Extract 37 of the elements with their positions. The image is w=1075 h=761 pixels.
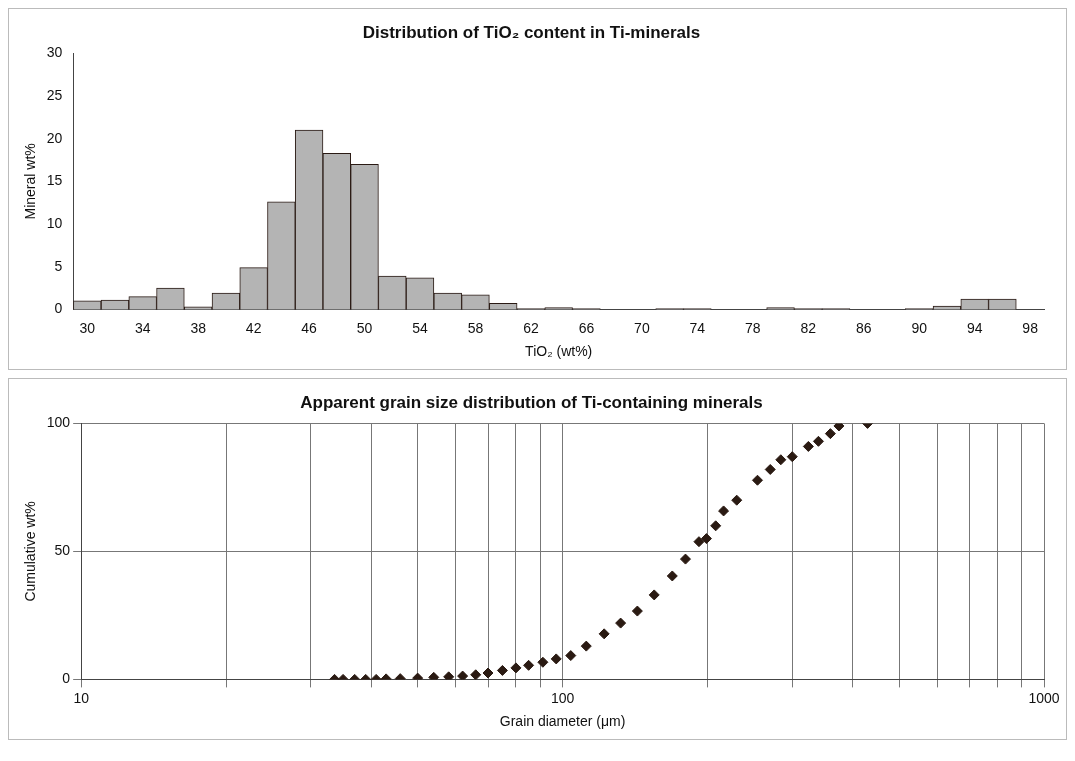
x-tick-label: 66: [578, 319, 595, 336]
y-tick-label: 25: [46, 86, 63, 103]
x-tick-label: 100: [550, 689, 575, 706]
x-tick-label: 54: [412, 319, 429, 336]
y-tick-label: 30: [46, 44, 63, 61]
x-tick-label: 62: [523, 319, 539, 336]
y-tick-label: 15: [46, 172, 63, 189]
x-tick-label: 34: [134, 319, 151, 336]
y-tick-label: 50: [54, 542, 71, 559]
y-tick-label: 0: [62, 670, 71, 687]
y-tick-label: 5: [54, 257, 63, 274]
x-tick-label: 86: [855, 319, 872, 336]
x-tick-label: 78: [745, 319, 761, 336]
x-tick-label: 42: [245, 319, 262, 336]
x-tick-label: 82: [800, 319, 817, 336]
x-tick-label: 74: [689, 319, 706, 336]
x-axis-title: Grain diameter (μm): [499, 713, 626, 730]
x-tick-label: 1000: [1028, 689, 1060, 706]
x-tick-label: 46: [301, 319, 318, 336]
x-tick-label: 98: [1022, 319, 1039, 336]
y-tick-label: 0: [54, 300, 63, 317]
y-axis-title: Mineral wt%: [22, 143, 39, 220]
y-tick-label: 20: [46, 129, 63, 146]
chart-title: Distribution of TiO₂ content in Ti-minerals: [362, 22, 701, 42]
x-tick-label: 30: [79, 319, 96, 336]
x-tick-label: 94: [966, 319, 983, 336]
chart-title: Apparent grain size distribution of Ti-containing minerals: [300, 392, 763, 412]
x-tick-label: 58: [467, 319, 484, 336]
x-tick-label: 38: [190, 319, 207, 336]
x-tick-label: 50: [356, 319, 373, 336]
x-tick-label: 90: [911, 319, 928, 336]
y-tick-label: 10: [46, 214, 63, 231]
x-tick-label: 70: [634, 319, 650, 336]
x-axis-title: TiO₂ (wt%): [525, 343, 593, 360]
x-tick-label: 10: [73, 689, 90, 706]
y-tick-label: 100: [46, 414, 71, 431]
y-axis-title: Cumulative wt%: [22, 501, 39, 602]
